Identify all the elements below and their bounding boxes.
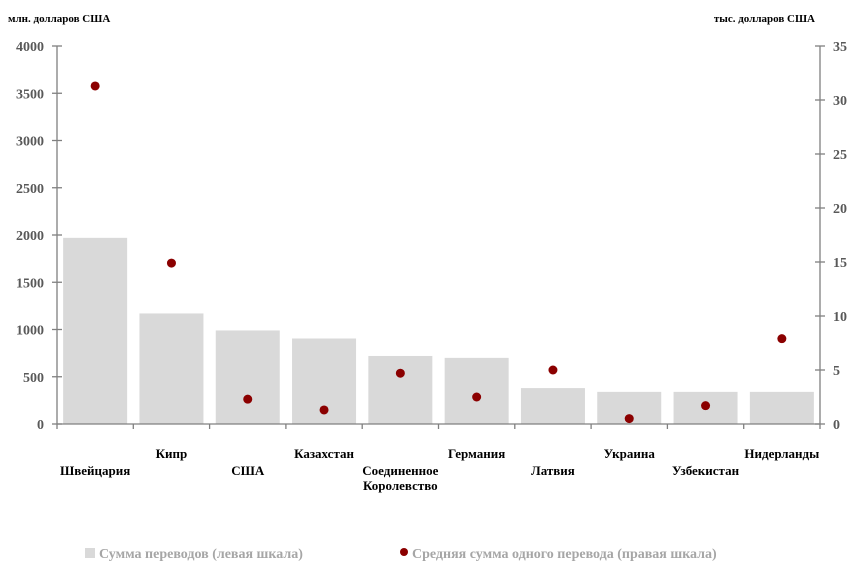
category-label-7: Латвия [531, 463, 575, 478]
left-tick-label-8: 4000 [16, 40, 44, 55]
left-axis-unit-label: млн. долларов США [8, 13, 110, 25]
right-tick-label-4: 20 [833, 202, 847, 217]
category-labels: Швейцария Кипр США Казахстан Соединенное Коро… [60, 446, 819, 493]
right-tick-label-0: 0 [833, 418, 840, 433]
axes-layer: 0 500 1000 1500 2000 2500 3000 3500 4000 0 5 10 15 20… [16, 40, 847, 433]
category-label-9: Узбекистан [672, 463, 740, 478]
legend: Сумма переводов (левая шкала) Средняя су… [85, 547, 717, 562]
bar-3 [215, 330, 280, 424]
category-label-8: Украина [604, 446, 656, 461]
right-tick-label-2: 10 [833, 310, 847, 325]
point-6 [472, 392, 482, 402]
points-layer [90, 81, 787, 424]
right-axis-unit-label: тыс. долларов США [714, 13, 815, 25]
point-3 [243, 394, 253, 404]
category-label-2: Кипр [156, 446, 188, 461]
right-tick-label-3: 15 [833, 256, 847, 271]
category-label-3: США [231, 463, 265, 478]
left-tick-label-2: 1000 [16, 324, 44, 339]
legend-label-bar: Сумма переводов (левая шкала) [99, 547, 303, 562]
left-tick-label-0: 0 [37, 418, 44, 433]
bar-6 [444, 357, 509, 424]
left-tick-label-7: 3500 [16, 87, 44, 102]
legend-swatch-dot [400, 548, 408, 556]
category-label-10: Нидерланды [744, 446, 819, 461]
bar-10 [749, 391, 814, 424]
right-tick-label-1: 5 [833, 364, 840, 379]
point-2 [166, 258, 176, 268]
left-tick-label-1: 500 [23, 371, 44, 386]
point-4 [319, 405, 329, 415]
point-5 [395, 368, 405, 378]
bar-2 [139, 313, 204, 424]
bars-layer [63, 237, 814, 424]
left-tick-label-5: 2500 [16, 182, 44, 197]
left-tick-label-6: 3000 [16, 135, 44, 150]
point-10 [777, 334, 787, 344]
legend-swatch-bar [85, 548, 95, 558]
point-8 [624, 414, 634, 424]
bar-1 [63, 237, 128, 424]
bar-7 [520, 388, 585, 424]
point-9 [701, 401, 711, 411]
category-label-5: Соединенное Королевство [362, 463, 438, 493]
left-tick-label-3: 1500 [16, 276, 44, 291]
category-label-1: Швейцария [60, 463, 130, 478]
point-7 [548, 365, 558, 375]
category-label-6: Германия [448, 446, 505, 461]
legend-label-dot: Средняя сумма одного перевода (правая шк… [412, 547, 717, 562]
bar-5 [368, 355, 433, 424]
left-tick-label-4: 2000 [16, 229, 44, 244]
right-tick-label-7: 35 [833, 40, 847, 55]
right-tick-label-5: 25 [833, 148, 847, 163]
point-1 [90, 81, 100, 91]
category-label-4: Казахстан [294, 446, 354, 461]
right-tick-label-6: 30 [833, 94, 847, 109]
